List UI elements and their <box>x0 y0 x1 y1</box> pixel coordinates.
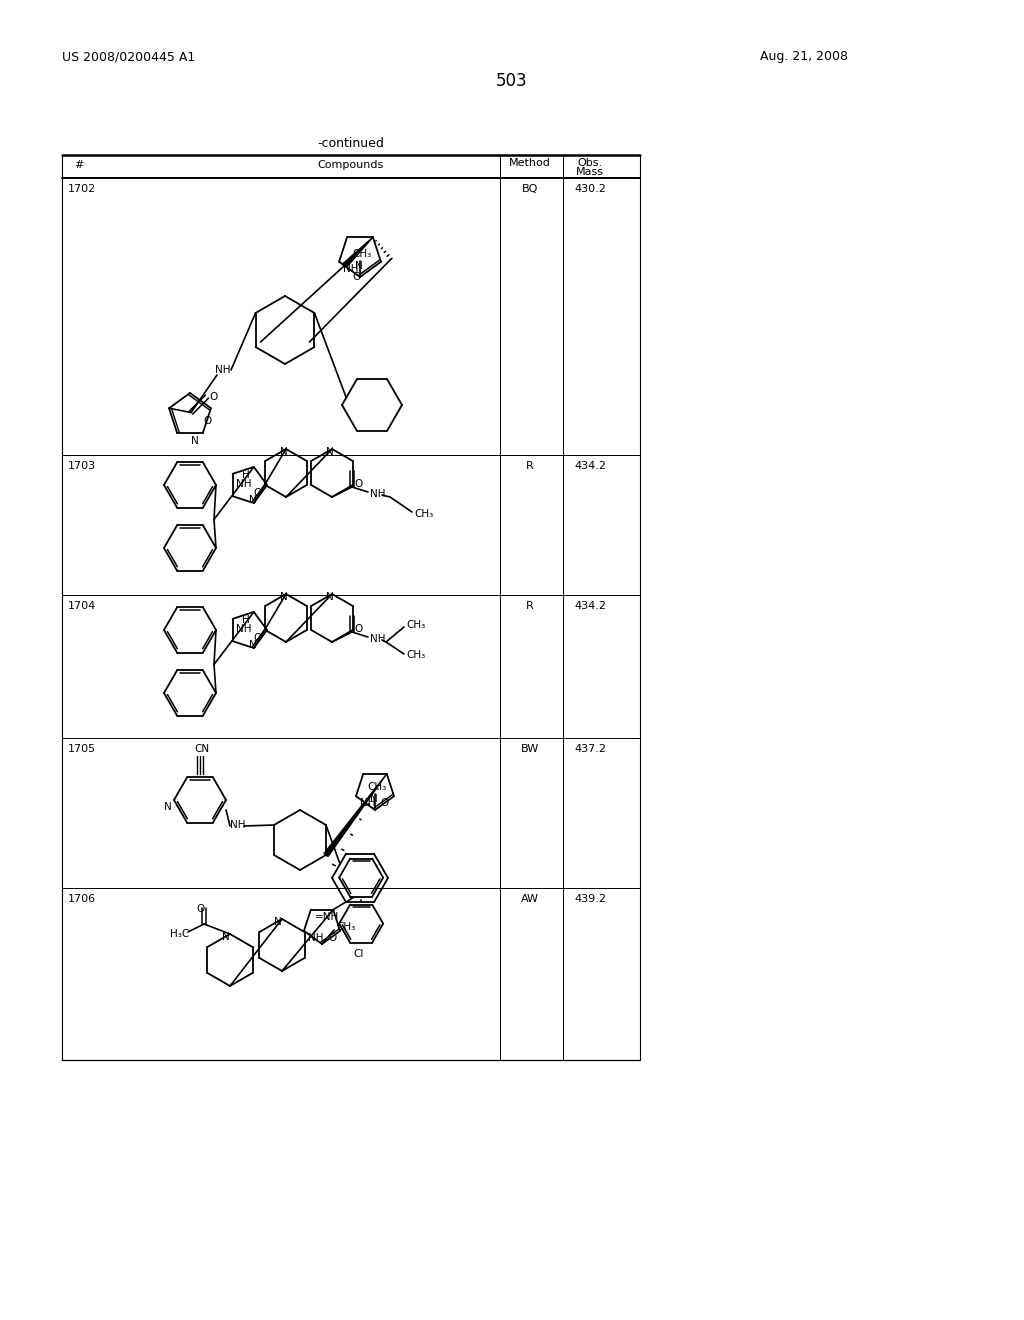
Text: AW: AW <box>521 894 539 904</box>
Text: 1704: 1704 <box>68 601 96 611</box>
Text: NH: NH <box>236 479 251 488</box>
Text: NH: NH <box>370 634 385 644</box>
Text: 434.2: 434.2 <box>574 461 606 471</box>
Text: O: O <box>196 904 204 913</box>
Text: H: H <box>242 615 250 624</box>
Text: 430.2: 430.2 <box>574 183 606 194</box>
Text: NH: NH <box>215 366 230 375</box>
Text: -continued: -continued <box>317 137 384 150</box>
Text: #: # <box>74 160 83 170</box>
Text: O: O <box>209 392 217 403</box>
Text: NH: NH <box>236 624 251 634</box>
Text: Method: Method <box>509 158 551 168</box>
Text: Mass: Mass <box>575 168 604 177</box>
Text: H₃C: H₃C <box>170 929 189 939</box>
Text: 1705: 1705 <box>68 744 96 754</box>
Text: H: H <box>242 470 250 480</box>
Text: N: N <box>326 447 334 457</box>
Text: CH₃: CH₃ <box>406 649 425 660</box>
Text: =NH: =NH <box>314 912 339 921</box>
Text: CH₃: CH₃ <box>414 510 433 519</box>
Text: NH: NH <box>230 820 246 830</box>
Text: N: N <box>280 447 288 457</box>
Text: N: N <box>274 917 282 927</box>
Text: R: R <box>526 461 534 471</box>
Text: NH: NH <box>343 264 358 273</box>
Text: O: O <box>253 488 261 498</box>
Text: N: N <box>222 932 229 942</box>
Text: O: O <box>354 624 362 634</box>
Text: 437.2: 437.2 <box>574 744 606 754</box>
Text: N: N <box>370 795 378 804</box>
Text: N: N <box>249 640 257 649</box>
Text: BW: BW <box>521 744 539 754</box>
Text: O: O <box>328 933 336 942</box>
Text: N: N <box>249 495 257 506</box>
Text: NH: NH <box>370 488 385 499</box>
Text: O: O <box>354 479 362 488</box>
Text: 1702: 1702 <box>68 183 96 194</box>
Text: O: O <box>203 416 211 426</box>
Text: US 2008/0200445 A1: US 2008/0200445 A1 <box>62 50 196 63</box>
Text: CN: CN <box>194 744 209 754</box>
Text: O: O <box>380 799 388 808</box>
Text: 434.2: 434.2 <box>574 601 606 611</box>
Text: O: O <box>253 634 261 643</box>
Text: CH₃: CH₃ <box>406 620 425 630</box>
Polygon shape <box>324 774 387 857</box>
Text: CH₃: CH₃ <box>336 921 355 932</box>
Text: CH₃: CH₃ <box>367 781 386 792</box>
Text: N: N <box>280 591 288 602</box>
Text: N: N <box>190 436 199 446</box>
Text: NH: NH <box>360 799 376 808</box>
Text: N: N <box>326 591 334 602</box>
Text: CH₃: CH₃ <box>352 249 372 259</box>
Text: O: O <box>352 272 360 282</box>
Text: Cl: Cl <box>353 949 364 958</box>
Text: 503: 503 <box>497 73 527 90</box>
Text: 1706: 1706 <box>68 894 96 904</box>
Text: Aug. 21, 2008: Aug. 21, 2008 <box>760 50 848 63</box>
Text: 439.2: 439.2 <box>574 894 606 904</box>
Text: R: R <box>526 601 534 611</box>
Text: Obs.: Obs. <box>578 158 602 168</box>
Polygon shape <box>343 238 373 267</box>
Text: NH: NH <box>308 933 324 942</box>
Text: BQ: BQ <box>522 183 539 194</box>
Text: N: N <box>355 261 362 271</box>
Text: N: N <box>164 803 172 812</box>
Text: 1703: 1703 <box>68 461 96 471</box>
Text: Compounds: Compounds <box>316 160 383 170</box>
